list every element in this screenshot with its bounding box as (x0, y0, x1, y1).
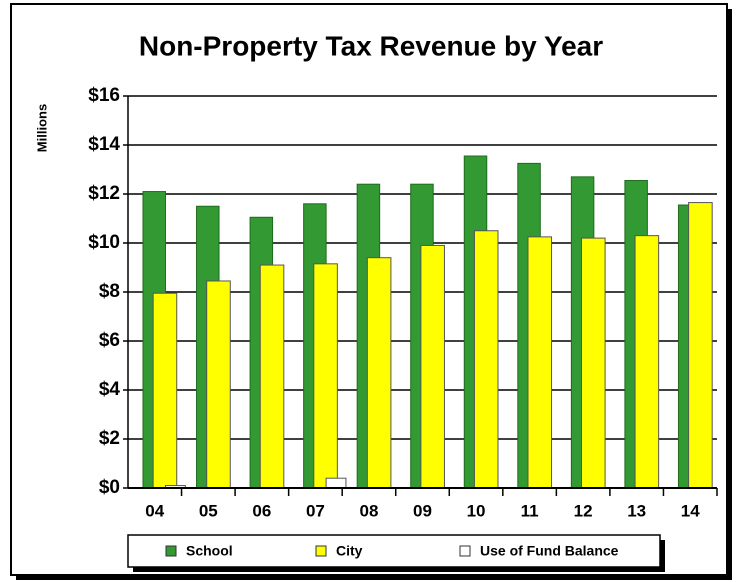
y-tick-label: $10 (88, 232, 120, 253)
bar (634, 235, 660, 489)
x-tick-label: 04 (145, 501, 164, 520)
x-tick-label: 06 (252, 501, 271, 520)
bar (152, 292, 178, 489)
bar (420, 244, 445, 489)
y-tick-label: $0 (99, 477, 120, 498)
bar (206, 280, 231, 489)
x-tick-label: 07 (306, 501, 325, 520)
y-tick-label: $14 (88, 134, 120, 155)
legend-marker (459, 545, 471, 557)
y-tick-label: $4 (99, 379, 121, 400)
y-tick-label: $12 (88, 183, 120, 204)
y-tick-label: $2 (99, 428, 120, 449)
legend (127, 534, 661, 568)
bar (366, 257, 392, 489)
bar (325, 477, 347, 489)
legend-label: City (336, 543, 363, 559)
x-tick-label: 14 (681, 501, 700, 520)
legend-label: Use of Fund Balance (480, 543, 619, 559)
y-axis-label: Millions (34, 104, 49, 152)
x-tick-label: 12 (574, 501, 593, 520)
y-tick-label: $16 (88, 85, 120, 106)
bar (473, 230, 499, 489)
bar (527, 236, 553, 489)
x-tick-label: 13 (627, 501, 646, 520)
chart-title: Non-Property Tax Revenue by Year (139, 30, 603, 61)
x-tick-label: 11 (521, 501, 539, 520)
x-tick-label: 05 (199, 501, 218, 520)
bar (581, 237, 606, 489)
y-tick-label: $8 (99, 281, 120, 302)
y-tick-label: $6 (99, 330, 120, 351)
legend-marker (165, 545, 177, 557)
bar (688, 202, 713, 489)
legend-marker (315, 545, 327, 557)
x-tick-label: 09 (413, 501, 432, 520)
x-tick-label: 10 (467, 501, 486, 520)
x-tick-label: 08 (359, 501, 378, 520)
bar (259, 264, 285, 489)
legend-label: School (186, 543, 233, 559)
bar (313, 263, 338, 489)
